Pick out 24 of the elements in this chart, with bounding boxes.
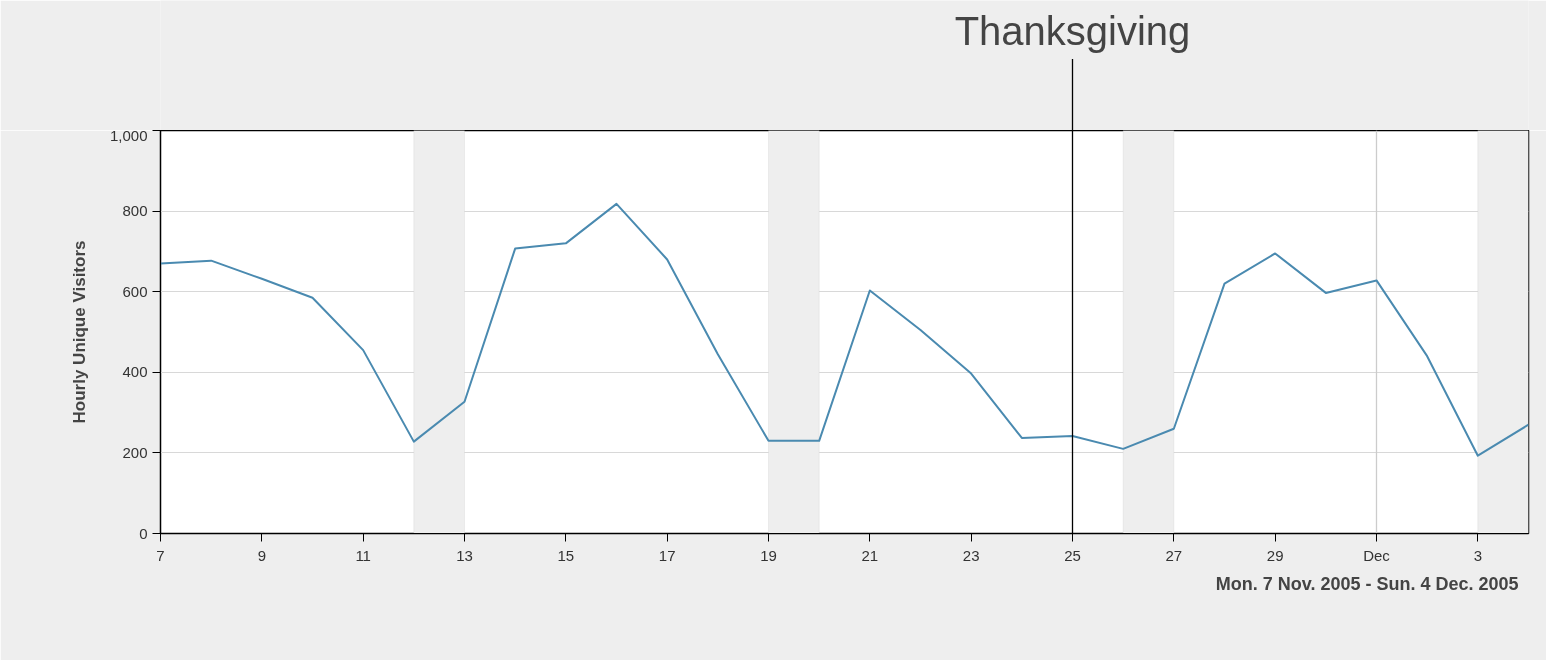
- y-tick-label: 1,000: [109, 126, 148, 144]
- x-tick-label: 17: [658, 546, 676, 564]
- y-tick-label: 800: [122, 202, 148, 220]
- y-axis-title: Hourly Unique Visitors: [69, 240, 89, 424]
- y-tick-label: 0: [139, 524, 148, 542]
- x-tick-label: 7: [156, 546, 165, 564]
- line-series: [160, 202, 1529, 457]
- x-tick-label: 23: [962, 546, 980, 564]
- x-tick-label: 29: [1266, 546, 1284, 564]
- ref-line-label: Thanksgiving: [954, 8, 1191, 53]
- x-tick-label: 21: [861, 546, 879, 564]
- x-tick-label: 15: [557, 546, 575, 564]
- x-tick-label: 19: [760, 546, 777, 564]
- x-tick-label: 25: [1064, 546, 1081, 564]
- x-tick-label: 13: [456, 546, 473, 564]
- text: Mon. 7 Nov. 2005 - Sun. 4 Dec. 2005: [1215, 573, 1519, 594]
- x-tick-label: 27: [1165, 546, 1183, 564]
- x-tick-label: Dec: [1363, 546, 1391, 564]
- y-tick-label: 600: [122, 282, 148, 300]
- y-tick-label: 200: [122, 443, 148, 461]
- x-tick-label: 11: [355, 546, 371, 564]
- y-tick-label: 400: [122, 363, 148, 381]
- x-tick-label: 9: [257, 546, 267, 564]
- x-tick-label: 3: [1473, 546, 1483, 564]
